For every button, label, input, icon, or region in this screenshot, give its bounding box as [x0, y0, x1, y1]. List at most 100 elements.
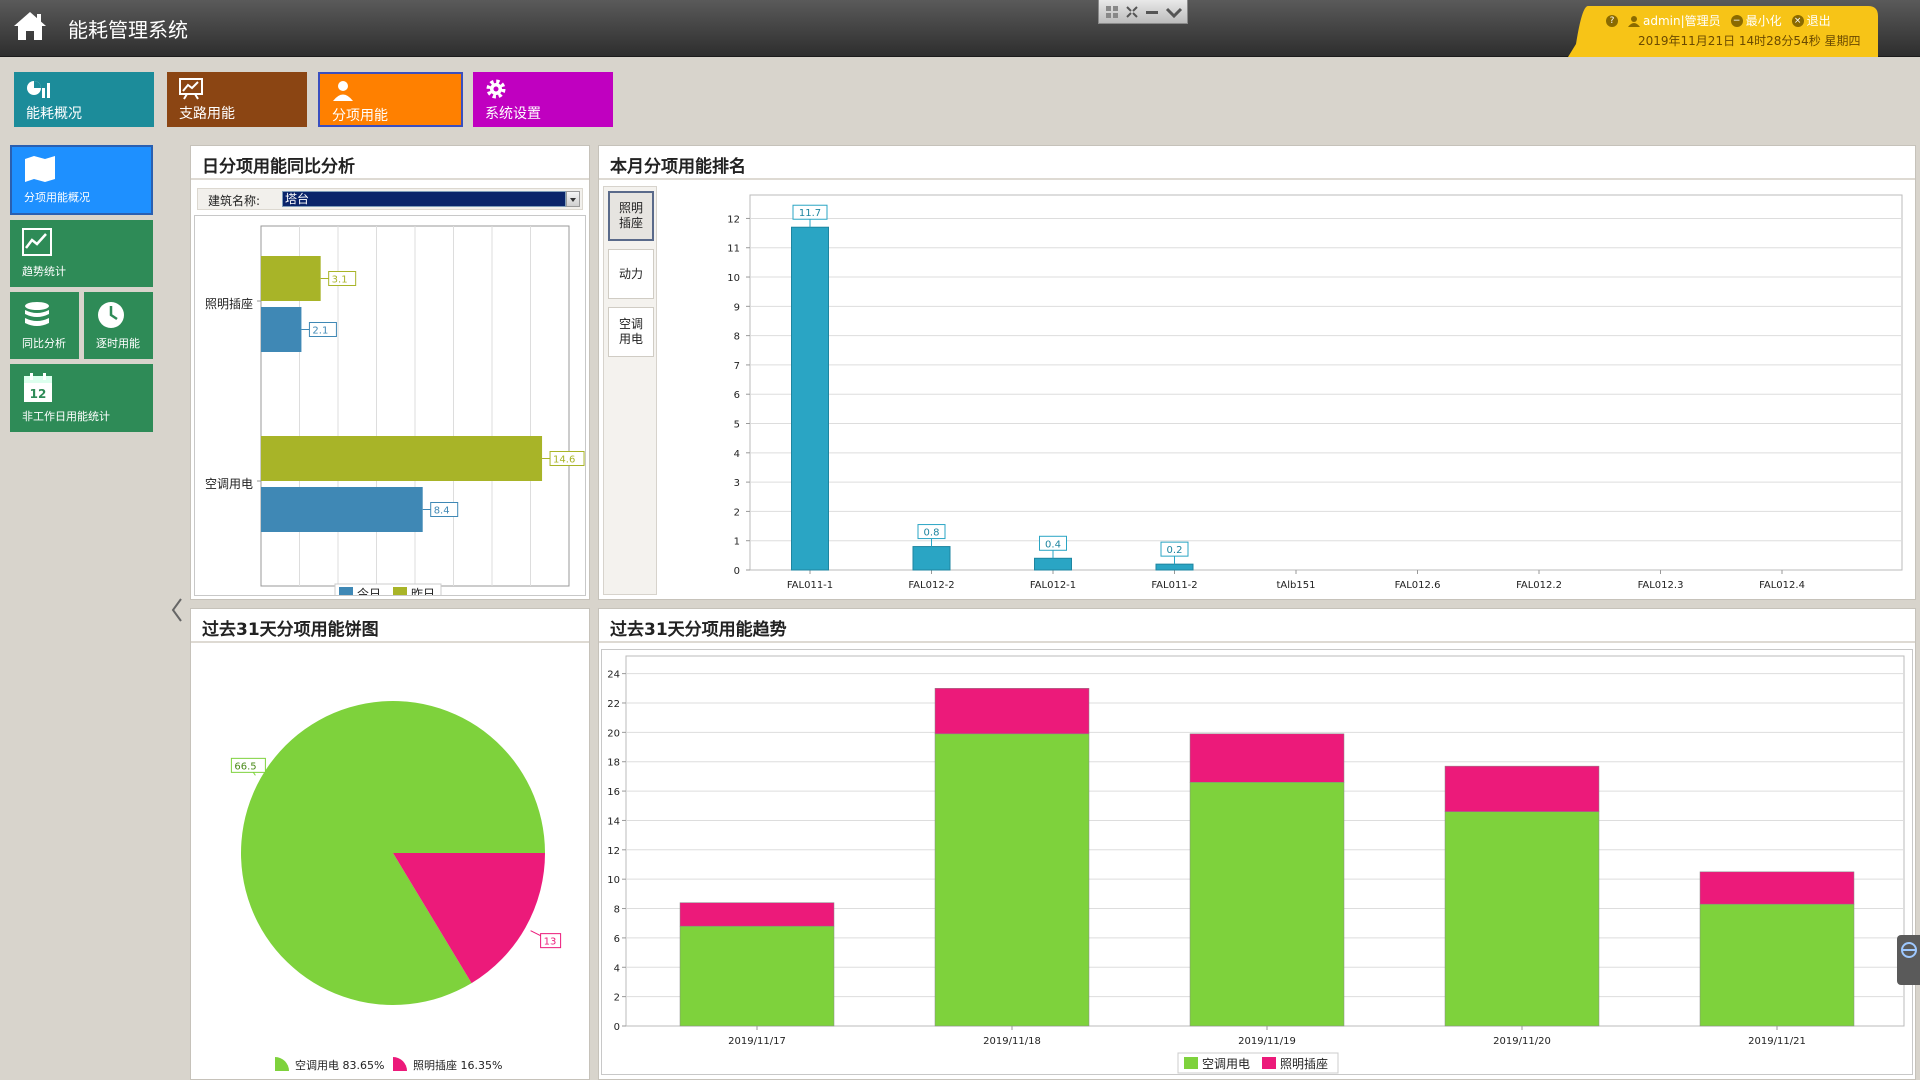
side-nav-itemized-overview[interactable]: 分项用能概况: [10, 145, 153, 215]
y-tick-label: 24: [607, 670, 620, 681]
x-tick-label: FAL011-2: [1151, 580, 1197, 591]
bar-segment: [934, 688, 1090, 735]
top-nav-system-settings[interactable]: 系统设置: [473, 72, 613, 127]
panel-pie: 过去31天分项用能饼图 66.5 13 空调用电 83.65% 照明插座 16.35%: [190, 608, 590, 1080]
data-label-box: [1039, 535, 1067, 551]
minimize-label: 最小化: [1745, 14, 1782, 28]
bar-segment: [1699, 871, 1855, 905]
tab-air-conditioning[interactable]: 空调用电: [608, 307, 654, 357]
legend-label: 空调用电 83.65%: [295, 1058, 384, 1072]
data-label: 13: [544, 937, 557, 948]
panel-title: 日分项用能同比分析: [191, 146, 589, 180]
pie-slice: [393, 853, 545, 984]
bar-segment: [1189, 782, 1345, 1027]
chevron-left-icon[interactable]: [170, 597, 184, 623]
current-datetime: 2019年11月21日 14时28分54秒 星期四: [1638, 34, 1861, 48]
ranking-bar-chart: 0 1 2 3 4 5 6 7 8 9 10 11 12 FAL011-1 11.7 FAL012-2 0.8 F…: [663, 184, 1911, 597]
trend-icon: [22, 228, 52, 256]
user-info[interactable]: admin|管理员: [1628, 12, 1721, 29]
y-tick-label: 8: [614, 905, 620, 916]
side-nav-nonworkday-stats[interactable]: 12 非工作日用能统计: [10, 364, 153, 432]
legend-swatch: [275, 1057, 289, 1071]
side-nav-hourly-energy[interactable]: 逐时用能: [84, 292, 153, 359]
grid-icon[interactable]: [1105, 5, 1119, 19]
side-nav-yoy-analysis[interactable]: 同比分析: [10, 292, 79, 359]
y-tick-label: 11: [727, 244, 740, 255]
map-icon: [25, 156, 55, 182]
data-label-box: [230, 757, 266, 773]
database-icon: [25, 302, 49, 326]
data-label: 3.1: [332, 275, 348, 286]
x-tick-label: FAL012.4: [1759, 580, 1805, 591]
legend-label: 空调用电: [1202, 1057, 1250, 1071]
data-label: 2.1: [312, 326, 328, 337]
chevron-down-icon[interactable]: [1165, 5, 1183, 19]
x-tick-label: 2019/11/17: [728, 1036, 786, 1047]
y-tick-label: 12: [607, 846, 620, 857]
data-label-box: [1160, 541, 1189, 557]
calendar-icon: 12: [24, 373, 52, 402]
minimize-button[interactable]: − 最小化: [1730, 12, 1782, 29]
y-tick-label: 14: [607, 816, 620, 827]
header-bar: 能耗管理系统 ? admin|管理员 −: [0, 0, 1920, 57]
y-tick-label: 8: [734, 332, 740, 343]
top-nav-label: 支路用能: [179, 106, 235, 122]
panel-title: 过去31天分项用能饼图: [191, 609, 589, 643]
side-handle-icon: [1901, 942, 1917, 958]
x-tick-label: FAL011-1: [787, 580, 833, 591]
side-nav-trend-stats[interactable]: 趋势统计: [10, 220, 153, 287]
top-nav-itemized-energy[interactable]: 分项用能: [318, 72, 463, 127]
bar: [261, 487, 423, 532]
bar-segment: [679, 925, 835, 1027]
plot-area: [749, 194, 1903, 571]
tab-power[interactable]: 动力: [608, 249, 654, 299]
logout-label: 退出: [1806, 14, 1831, 28]
home-icon[interactable]: [10, 6, 50, 46]
top-nav-branch-energy[interactable]: 支路用能: [167, 72, 307, 127]
y-tick-label: 6: [614, 934, 620, 945]
bar: [1155, 563, 1194, 571]
building-selector-row: 建筑名称: 塔台: [197, 188, 583, 210]
dropdown-arrow-icon[interactable]: [566, 191, 580, 207]
x-tick-label: FAL012.2: [1516, 580, 1562, 591]
y-tick-label: 0: [734, 566, 740, 577]
tab-lighting-socket[interactable]: 照明插座: [608, 191, 654, 241]
y-tick-label: 16: [607, 787, 620, 798]
daily-bar-chart-svg: 照明插座 3.1 2.1 空调用电 14.6 8.4 今日 昨日: [205, 225, 585, 595]
close-icon: ×: [1791, 14, 1804, 27]
logout-button[interactable]: × 退出: [1791, 12, 1831, 29]
pie-chart-svg: 66.5 13 空调用电 83.65% 照明插座 16.35%: [230, 701, 562, 1072]
data-label: 0.8: [924, 528, 940, 539]
y-tick-label: 4: [734, 449, 740, 460]
x-tick-label: 2019/11/21: [1748, 1036, 1806, 1047]
calendar-day: 12: [30, 387, 47, 401]
top-nav-energy-overview[interactable]: 能耗概况: [14, 72, 154, 127]
x-tick-label: FAL012-2: [908, 580, 954, 591]
fullscreen-icon[interactable]: [1125, 5, 1139, 19]
legend-label: 照明插座 16.35%: [413, 1058, 502, 1072]
y-tick-label: 22: [607, 699, 620, 710]
data-label-box: [430, 502, 459, 517]
data-label: 0.2: [1167, 545, 1183, 556]
y-tick-label: 12: [727, 214, 740, 225]
panel-title: 过去31天分项用能趋势: [599, 609, 1915, 643]
data-label-box: [549, 451, 585, 466]
user-name: admin|管理员: [1643, 14, 1721, 28]
side-handle[interactable]: [1897, 935, 1920, 985]
x-tick-label: 2019/11/19: [1238, 1036, 1296, 1047]
help-button[interactable]: ?: [1606, 14, 1618, 27]
data-label: 11.7: [799, 208, 821, 219]
y-tick-label: 10: [727, 273, 740, 284]
data-label-box: [792, 204, 828, 220]
data-label: 8.4: [434, 506, 450, 517]
legend-swatch: [1262, 1057, 1276, 1069]
bar-segment: [1444, 811, 1600, 1027]
building-select[interactable]: 塔台: [282, 191, 566, 207]
legend-swatch: [339, 587, 353, 595]
bar: [791, 226, 829, 571]
y-tick-label: 18: [607, 758, 620, 769]
x-tick-label: FAL012.3: [1638, 580, 1684, 591]
minus-icon[interactable]: [1145, 5, 1159, 19]
x-tick-label: FAL012-1: [1030, 580, 1076, 591]
